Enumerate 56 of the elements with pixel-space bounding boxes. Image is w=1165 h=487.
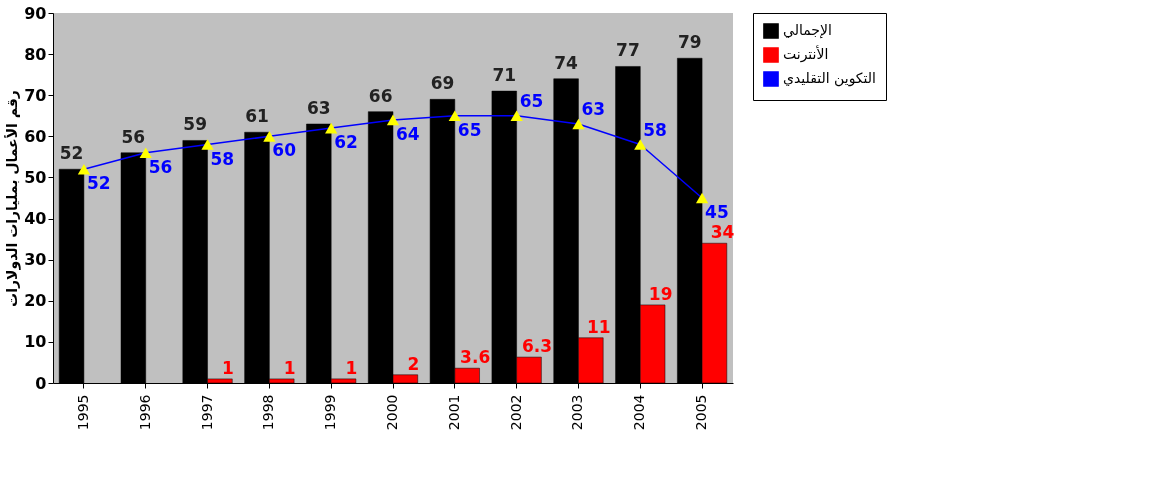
data-label: 1	[345, 357, 358, 378]
data-label: 19	[648, 283, 673, 304]
x-tick-label: 1996	[136, 394, 153, 431]
data-label: 2	[407, 353, 420, 374]
y-axis-title: رقم الأعمال بمليارات الدولارات	[4, 90, 22, 307]
x-tick-label: 1995	[74, 394, 91, 431]
x-tick-label: 2002	[507, 394, 524, 431]
data-label: 63	[306, 98, 331, 118]
x-tick-label: 1999	[322, 394, 339, 431]
data-label: 58	[210, 148, 235, 169]
data-label: 6.3	[521, 336, 553, 357]
legend-label: الأنترنت	[783, 45, 829, 63]
data-label: 52	[86, 173, 111, 194]
x-tick-label: 2000	[384, 394, 400, 431]
y-tick-label: 80	[24, 44, 47, 64]
data-label: 79	[677, 32, 702, 53]
y-tick-label: 70	[24, 85, 47, 105]
data-label: 62	[334, 132, 358, 153]
data-label: 52	[59, 143, 84, 164]
data-label: 74	[554, 52, 579, 73]
y-tick-label: 60	[24, 126, 47, 146]
y-tick-label: 30	[24, 250, 47, 270]
y-tick-label: 0	[35, 373, 47, 393]
data-label: 1	[221, 357, 234, 378]
y-tick-label: 20	[24, 291, 47, 311]
data-label: 11	[586, 316, 611, 337]
data-label: 61	[245, 106, 269, 127]
data-label: 71	[492, 65, 517, 86]
y-tick-label: 90	[24, 3, 47, 23]
data-label: 65	[457, 119, 482, 140]
y-tick-label: 50	[24, 167, 47, 187]
data-label: 65	[519, 90, 544, 111]
data-label: 69	[430, 73, 455, 94]
x-tick-label: 1997	[198, 394, 215, 431]
data-label: 64	[396, 123, 420, 144]
data-label: 45	[705, 202, 729, 222]
data-label: 63	[581, 99, 606, 119]
y-tick-label: 10	[24, 332, 47, 352]
data-label: 56	[121, 126, 146, 147]
x-tick-label: 1998	[260, 394, 277, 431]
x-tick-label: 2004	[631, 394, 648, 431]
data-label: 56	[148, 156, 173, 177]
legend-label: التكوين التقليدي	[783, 70, 876, 87]
x-tick-label: 2001	[445, 394, 462, 431]
data-label: 58	[643, 119, 667, 140]
x-tick-label: 2003	[569, 394, 586, 431]
x-tick-label: 2005	[693, 394, 710, 431]
data-label: 66	[368, 85, 393, 106]
data-label: 59	[183, 114, 208, 135]
data-label: 3.6	[460, 347, 491, 368]
data-label: 34	[710, 222, 735, 243]
data-label: 60	[272, 140, 297, 161]
data-label: 1	[283, 357, 296, 378]
y-tick-label: 40	[24, 209, 47, 229]
data-label: 77	[616, 40, 640, 61]
legend-label: الإجمالي	[783, 22, 832, 39]
